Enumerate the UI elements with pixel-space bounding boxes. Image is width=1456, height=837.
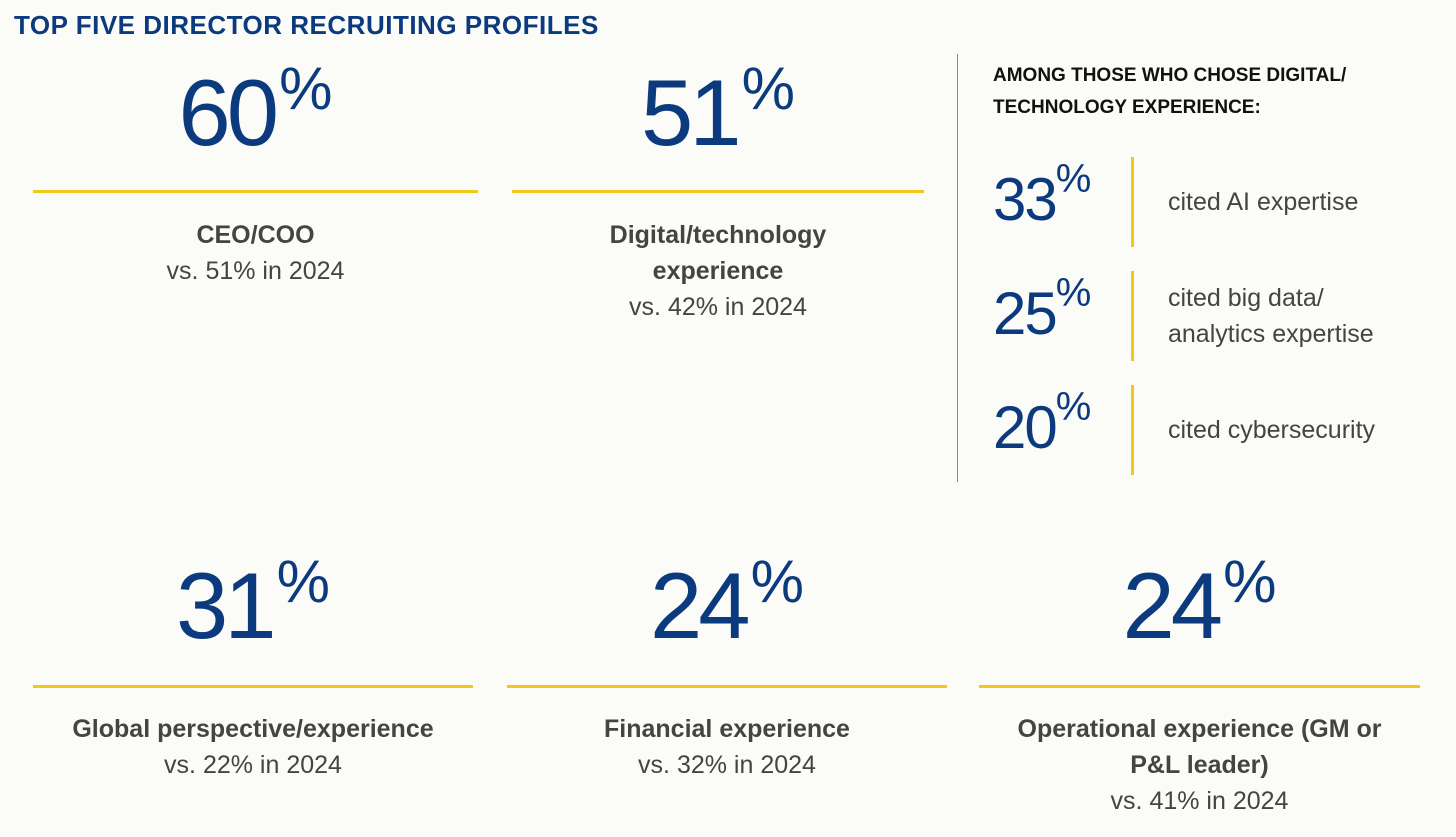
page-title: TOP FIVE DIRECTOR RECRUITING PROFILES — [14, 10, 599, 40]
stat-comparison: vs. 51% in 2024 — [166, 257, 345, 285]
stat-label: CEO/COO vs. 51% in 2024 — [33, 217, 478, 289]
stat-value: 60% — [33, 55, 478, 160]
breakdown-item-ai: 33% cited AI expertise — [993, 157, 1433, 249]
breakdown-value: 33% — [993, 157, 1091, 234]
stat-global-perspective: 31% Global perspective/experience vs. 22%… — [33, 495, 473, 795]
percent-sign: % — [750, 548, 804, 615]
stat-title: Financial experience — [604, 715, 850, 743]
vertical-divider — [957, 54, 958, 482]
stat-operational: 24% Operational experience (GM or P&L le… — [979, 495, 1420, 825]
breakdown-item-cybersecurity: 20% cited cybersecurity — [993, 385, 1433, 477]
stat-value: 24% — [979, 548, 1420, 653]
stat-label: Operational experience (GM or P&L leader… — [999, 711, 1400, 819]
accent-rule — [33, 190, 478, 193]
stat-label: Financial experience vs. 32% in 2024 — [507, 711, 947, 783]
stat-value: 51% — [512, 55, 924, 160]
breakdown-heading: AMONG THOSE WHO CHOSE DIGITAL/ TECHNOLOG… — [993, 65, 1347, 118]
accent-rule — [979, 685, 1420, 688]
stat-label: Digital/technology experience vs. 42% in … — [592, 217, 844, 325]
breakdown-text: cited cybersecurity — [1168, 416, 1376, 444]
breakdown-number: 20 — [993, 394, 1058, 461]
stat-number: 24 — [1122, 553, 1224, 658]
stat-number: 24 — [650, 553, 751, 658]
breakdown-number: 33 — [993, 166, 1058, 233]
breakdown-number: 25 — [993, 280, 1058, 347]
percent-sign: % — [276, 548, 330, 615]
stat-title: Global perspective/experience — [72, 715, 434, 743]
stat-value: 31% — [33, 548, 473, 653]
accent-bar — [1131, 271, 1134, 361]
percent-sign: % — [1055, 271, 1092, 315]
percent-sign: % — [1055, 157, 1092, 201]
percent-sign: % — [279, 55, 333, 122]
stat-title: Digital/technology experience — [609, 221, 827, 285]
stat-digital-technology: 51% Digital/technology experience vs. 42%… — [512, 0, 924, 330]
stat-label: Global perspective/experience vs. 22% in … — [33, 711, 473, 783]
accent-rule — [33, 685, 473, 688]
stat-number: 51 — [641, 60, 742, 165]
stat-comparison: vs. 42% in 2024 — [629, 293, 807, 321]
stat-title: Operational experience (GM or P&L leader… — [1017, 715, 1382, 779]
stat-number: 31 — [176, 553, 277, 658]
stat-number: 60 — [178, 60, 280, 165]
stat-title: CEO/COO — [196, 221, 315, 249]
percent-sign: % — [1055, 385, 1092, 429]
stat-comparison: vs. 22% in 2024 — [164, 751, 342, 779]
stat-comparison: vs. 32% in 2024 — [638, 751, 816, 779]
stat-value: 24% — [507, 548, 947, 653]
breakdown-text: cited AI expertise — [1168, 188, 1359, 216]
stat-ceo-coo: 60% CEO/COO vs. 51% in 2024 — [33, 0, 478, 300]
stat-financial: 24% Financial experience vs. 32% in 2024 — [507, 495, 947, 795]
accent-bar — [1131, 157, 1134, 247]
percent-sign: % — [1223, 548, 1277, 615]
accent-rule — [512, 190, 924, 193]
breakdown-value: 20% — [993, 385, 1091, 462]
stat-comparison: vs. 41% in 2024 — [1110, 787, 1289, 815]
breakdown-text: cited big data/ analytics expertise — [1168, 284, 1374, 348]
percent-sign: % — [741, 55, 795, 122]
accent-bar — [1131, 385, 1134, 475]
breakdown-value: 25% — [993, 271, 1091, 348]
accent-rule — [507, 685, 947, 688]
breakdown-item-big-data: 25% cited big data/ analytics expertise — [993, 271, 1433, 363]
